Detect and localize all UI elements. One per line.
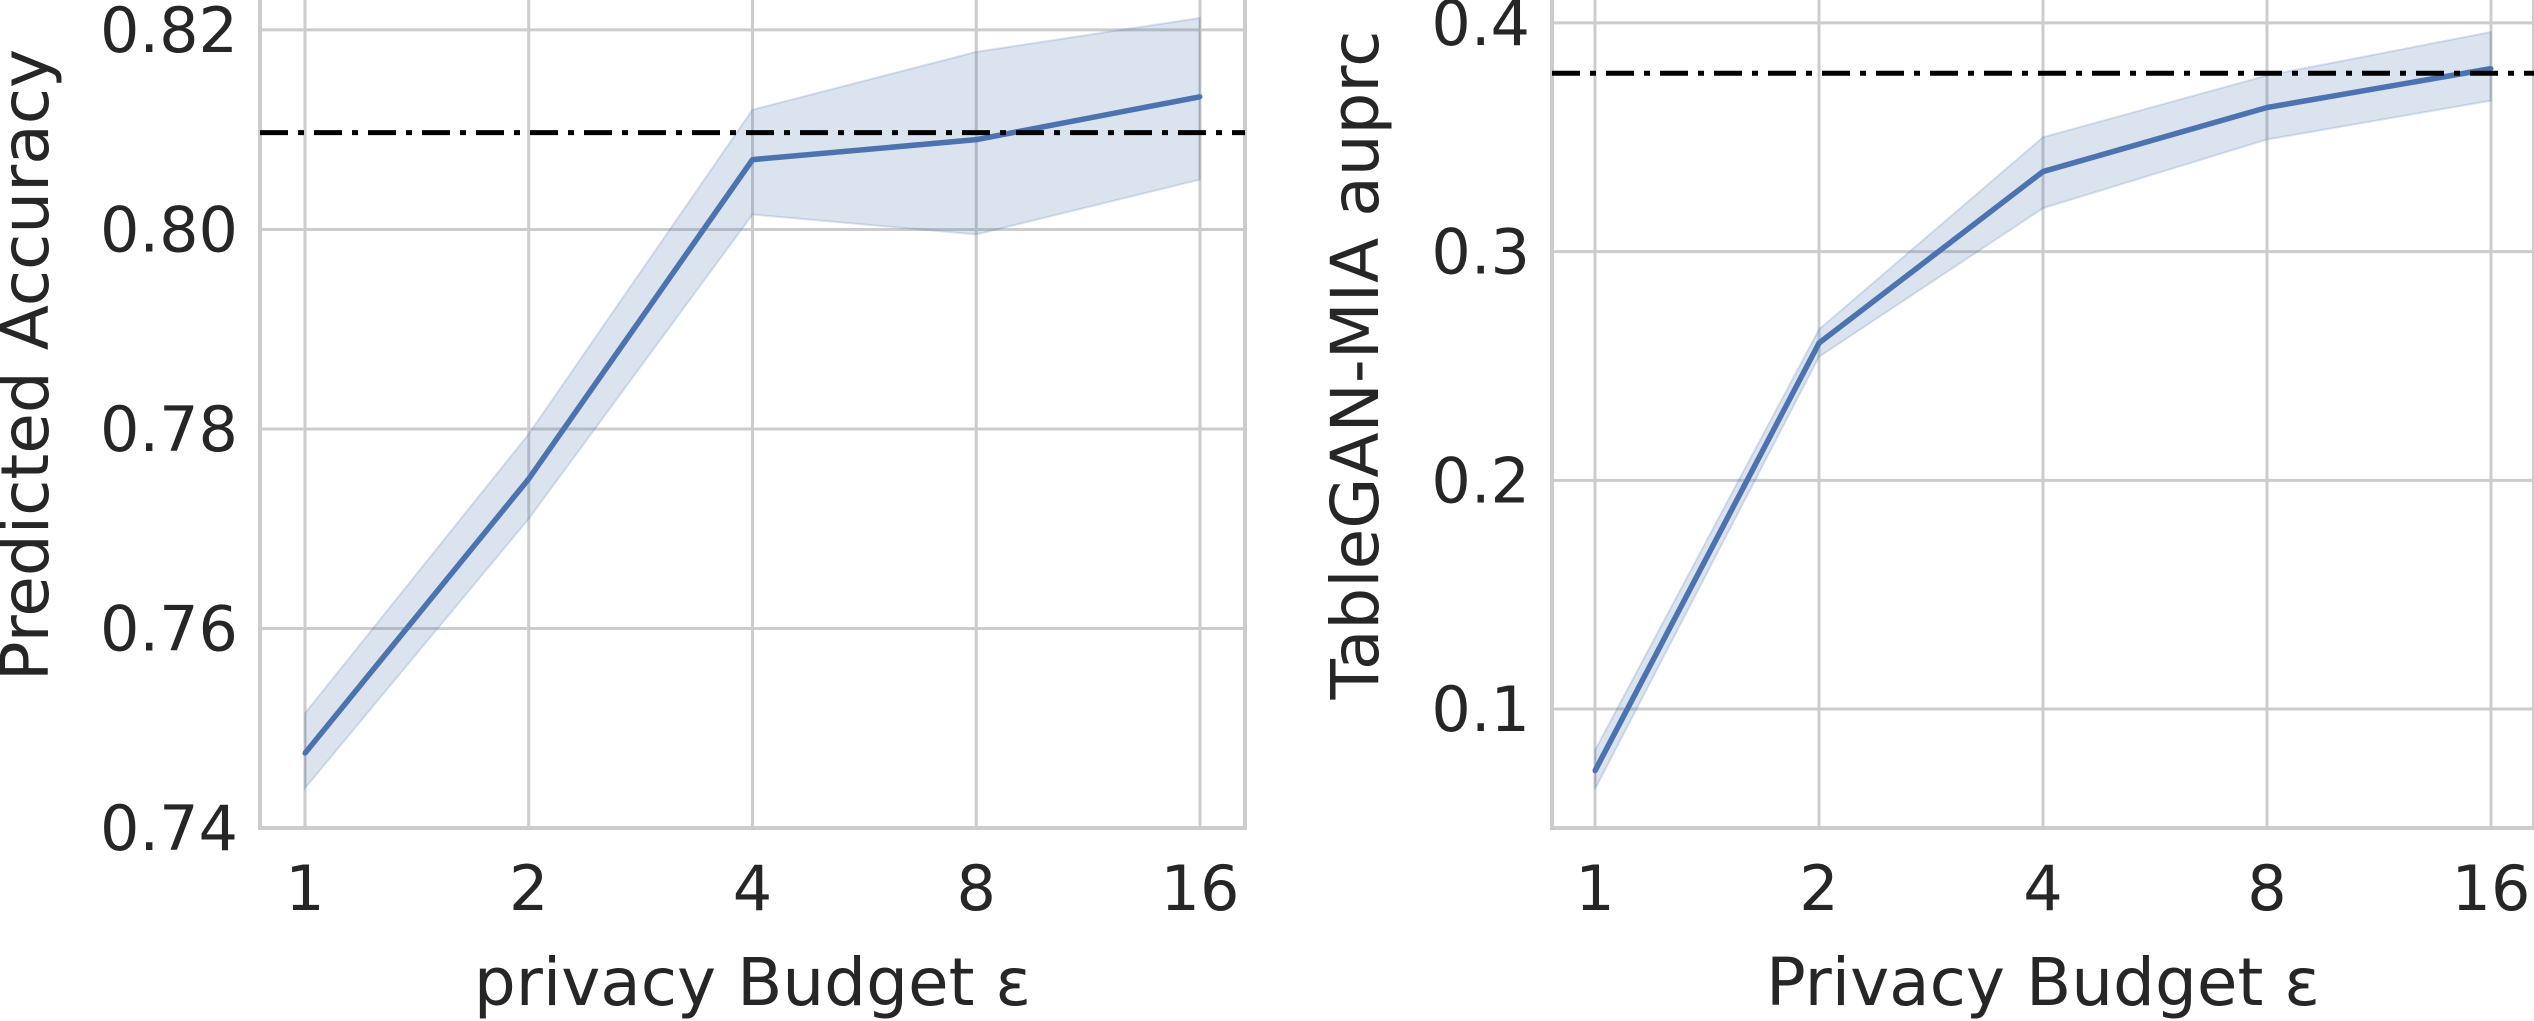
right-x-axis-title: Privacy Budget ε bbox=[1766, 944, 2320, 1021]
left-confidence-band bbox=[304, 16, 1201, 791]
right-y-tick-label: 0.3 bbox=[1431, 216, 1530, 289]
right-data-point bbox=[1816, 340, 1822, 346]
right-data-point bbox=[2040, 169, 2046, 175]
left-y-axis-title: Predicted Accuracy bbox=[0, 49, 64, 681]
left-data-point bbox=[1197, 94, 1203, 100]
right-x-tick-label: 16 bbox=[2452, 852, 2531, 925]
left-x-tick-label: 2 bbox=[509, 852, 548, 925]
left-y-tick-label: 0.80 bbox=[100, 193, 238, 266]
left-x-axis-title: privacy Budget ε bbox=[474, 944, 1031, 1021]
left-data-point bbox=[302, 750, 308, 756]
left-y-tick-label: 0.82 bbox=[100, 0, 238, 67]
right-y-tick-label: 0.1 bbox=[1431, 673, 1530, 746]
chart-left-predicted-accuracy: 1 2 4 8 16 0.74 0.76 0.78 0.80 0.82 privacy Budget… bbox=[0, 0, 1247, 1021]
left-y-tick-label: 0.74 bbox=[100, 792, 238, 865]
left-x-tick-label: 16 bbox=[1161, 852, 1240, 925]
right-x-tick-label: 4 bbox=[2023, 852, 2062, 925]
right-plot-frame bbox=[1550, 0, 2534, 830]
left-x-tick-label: 4 bbox=[733, 852, 772, 925]
right-data-point bbox=[1592, 768, 1598, 774]
left-x-tick-label: 8 bbox=[957, 852, 996, 925]
left-x-tick-label: 1 bbox=[285, 852, 324, 925]
right-y-tick-label: 0.4 bbox=[1431, 0, 1530, 60]
right-data-point bbox=[2264, 105, 2270, 111]
left-data-point bbox=[526, 476, 532, 482]
right-x-tick-label: 8 bbox=[2247, 852, 2286, 925]
chart-right-tablegan-mia-auprc: 1 2 4 8 16 0.1 0.2 0.3 0.4 Privacy Budget ε TableG… bbox=[1317, 0, 2534, 1021]
left-y-tick-label: 0.78 bbox=[100, 393, 238, 466]
left-data-point bbox=[750, 157, 755, 163]
right-y-axis-title: TableGAN-MIA auprc bbox=[1317, 31, 1394, 701]
right-data-point bbox=[2488, 66, 2494, 72]
right-x-tick-label: 2 bbox=[1799, 852, 1838, 925]
right-x-tick-label: 1 bbox=[1575, 852, 1614, 925]
left-data-point bbox=[973, 137, 979, 143]
right-y-tick-label: 0.2 bbox=[1431, 444, 1530, 517]
left-y-tick-label: 0.76 bbox=[100, 592, 238, 665]
left-plot-frame bbox=[258, 0, 1247, 830]
right-confidence-band bbox=[1594, 30, 2492, 790]
